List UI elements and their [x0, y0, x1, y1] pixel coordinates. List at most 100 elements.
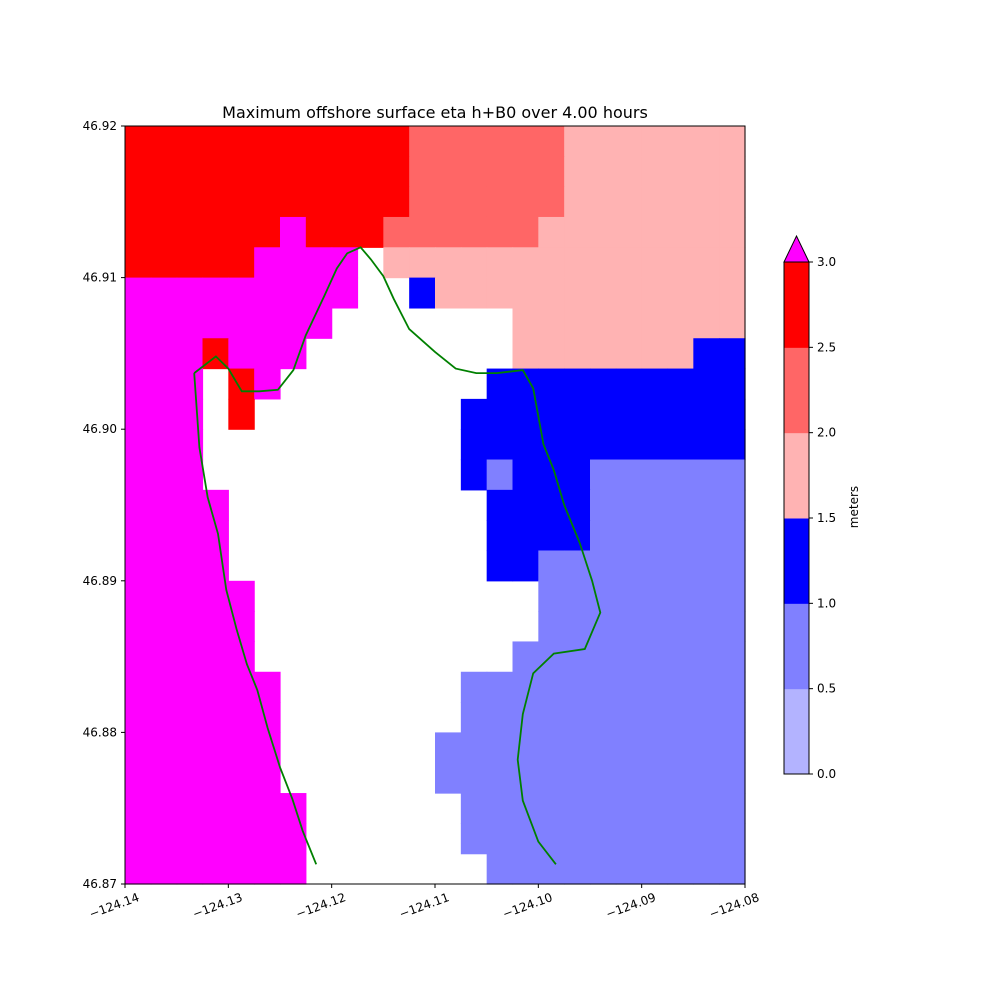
heatmap-cell [125, 277, 152, 309]
heatmap-cell [409, 156, 436, 188]
heatmap-cell [512, 277, 539, 309]
heatmap-cell [176, 307, 204, 339]
heatmap-cell [719, 762, 746, 794]
heatmap-cell [641, 611, 669, 643]
y-tick-label: 46.89 [83, 574, 117, 588]
heatmap-cell [305, 277, 333, 309]
heatmap-cell [590, 641, 617, 673]
heatmap-cell [719, 580, 746, 612]
heatmap-cell [150, 611, 178, 643]
heatmap-cell [615, 216, 643, 248]
heatmap-cell [280, 126, 307, 157]
heatmap-cell [150, 702, 178, 733]
heatmap-cell [460, 459, 488, 491]
heatmap-cell [460, 671, 488, 703]
heatmap-cell [512, 489, 539, 521]
heatmap-cell [357, 156, 384, 188]
heatmap-cell [693, 793, 720, 824]
heatmap-cell [228, 216, 255, 248]
heatmap-cell [590, 459, 617, 491]
heatmap-cell [719, 853, 746, 885]
heatmap-cell [641, 550, 669, 582]
heatmap-cell [331, 186, 359, 218]
heatmap-cell [125, 126, 152, 157]
heatmap-cell [667, 641, 694, 673]
heatmap-cell [280, 853, 307, 885]
heatmap-cell [719, 702, 746, 733]
heatmap-cells [125, 126, 746, 885]
heatmap-cell [512, 459, 539, 491]
heatmap-cell [176, 489, 204, 521]
heatmap-cell [590, 429, 617, 461]
heatmap-cell [228, 702, 255, 733]
heatmap-cell [150, 186, 178, 218]
heatmap-cell [512, 550, 539, 582]
heatmap-cell [254, 156, 281, 188]
heatmap-cell [486, 732, 514, 764]
heatmap-cell [693, 611, 720, 643]
heatmap-cell [202, 702, 229, 733]
colorbar-segment [784, 347, 809, 434]
heatmap-cell [150, 550, 178, 582]
heatmap-cell [667, 823, 694, 855]
heatmap-cell [202, 793, 229, 824]
heatmap-cell [590, 247, 617, 279]
heatmap-cell [125, 520, 152, 552]
heatmap-cell [254, 126, 281, 157]
heatmap-cell [667, 156, 694, 188]
heatmap-cell [512, 762, 539, 794]
heatmap-cell [435, 216, 462, 248]
heatmap-cell [667, 611, 694, 643]
heatmap-cell [176, 550, 204, 582]
heatmap-cell [667, 793, 694, 824]
heatmap-cell [150, 307, 178, 339]
heatmap-cell [615, 793, 643, 824]
heatmap-cell [564, 793, 591, 824]
heatmap-cell [667, 216, 694, 248]
heatmap-cell [357, 216, 384, 248]
heatmap-cell [719, 247, 746, 279]
heatmap-cell [435, 762, 462, 794]
heatmap-cell [641, 520, 669, 552]
colorbar: 0.0 0.5 1.0 1.5 2.0 2.5 3.0 [783, 234, 836, 781]
heatmap-cell [409, 216, 436, 248]
heatmap-cell [228, 793, 255, 824]
heatmap-cell [460, 429, 488, 461]
heatmap-cell [667, 126, 694, 157]
heatmap-cell [125, 156, 152, 188]
heatmap-cell [641, 398, 669, 430]
heatmap-cell [486, 429, 514, 461]
heatmap-cell [460, 823, 488, 855]
heatmap-cell [641, 247, 669, 279]
heatmap-cell [254, 671, 281, 703]
heatmap-cell [641, 580, 669, 612]
heatmap-cell [125, 732, 152, 764]
heatmap-cell [228, 186, 255, 218]
heatmap-cell [641, 429, 669, 461]
heatmap-cell [641, 277, 669, 309]
heatmap-cell [125, 398, 152, 430]
heatmap-cell [512, 823, 539, 855]
colorbar-tick-label: 2.5 [817, 340, 836, 354]
heatmap-cell [254, 307, 281, 339]
heatmap-cell [667, 307, 694, 339]
heatmap-cell [564, 338, 591, 370]
heatmap-cell [228, 398, 255, 430]
heatmap-cell [667, 398, 694, 430]
heatmap-cell [228, 126, 255, 157]
heatmap-cell [486, 853, 514, 885]
heatmap-cell [486, 277, 514, 309]
heatmap-cell [590, 520, 617, 552]
heatmap-cell [693, 277, 720, 309]
heatmap-cell [590, 156, 617, 188]
colorbar-segment [784, 518, 809, 604]
heatmap-cell [125, 702, 152, 733]
heatmap-cell [512, 126, 539, 157]
heatmap-cell [176, 641, 204, 673]
heatmap-cell [228, 156, 255, 188]
heatmap-cell [512, 247, 539, 279]
heatmap-cell [667, 702, 694, 733]
y-tick-label: 46.90 [83, 422, 117, 436]
heatmap-cell [409, 186, 436, 218]
y-tick-label: 46.87 [83, 877, 117, 891]
